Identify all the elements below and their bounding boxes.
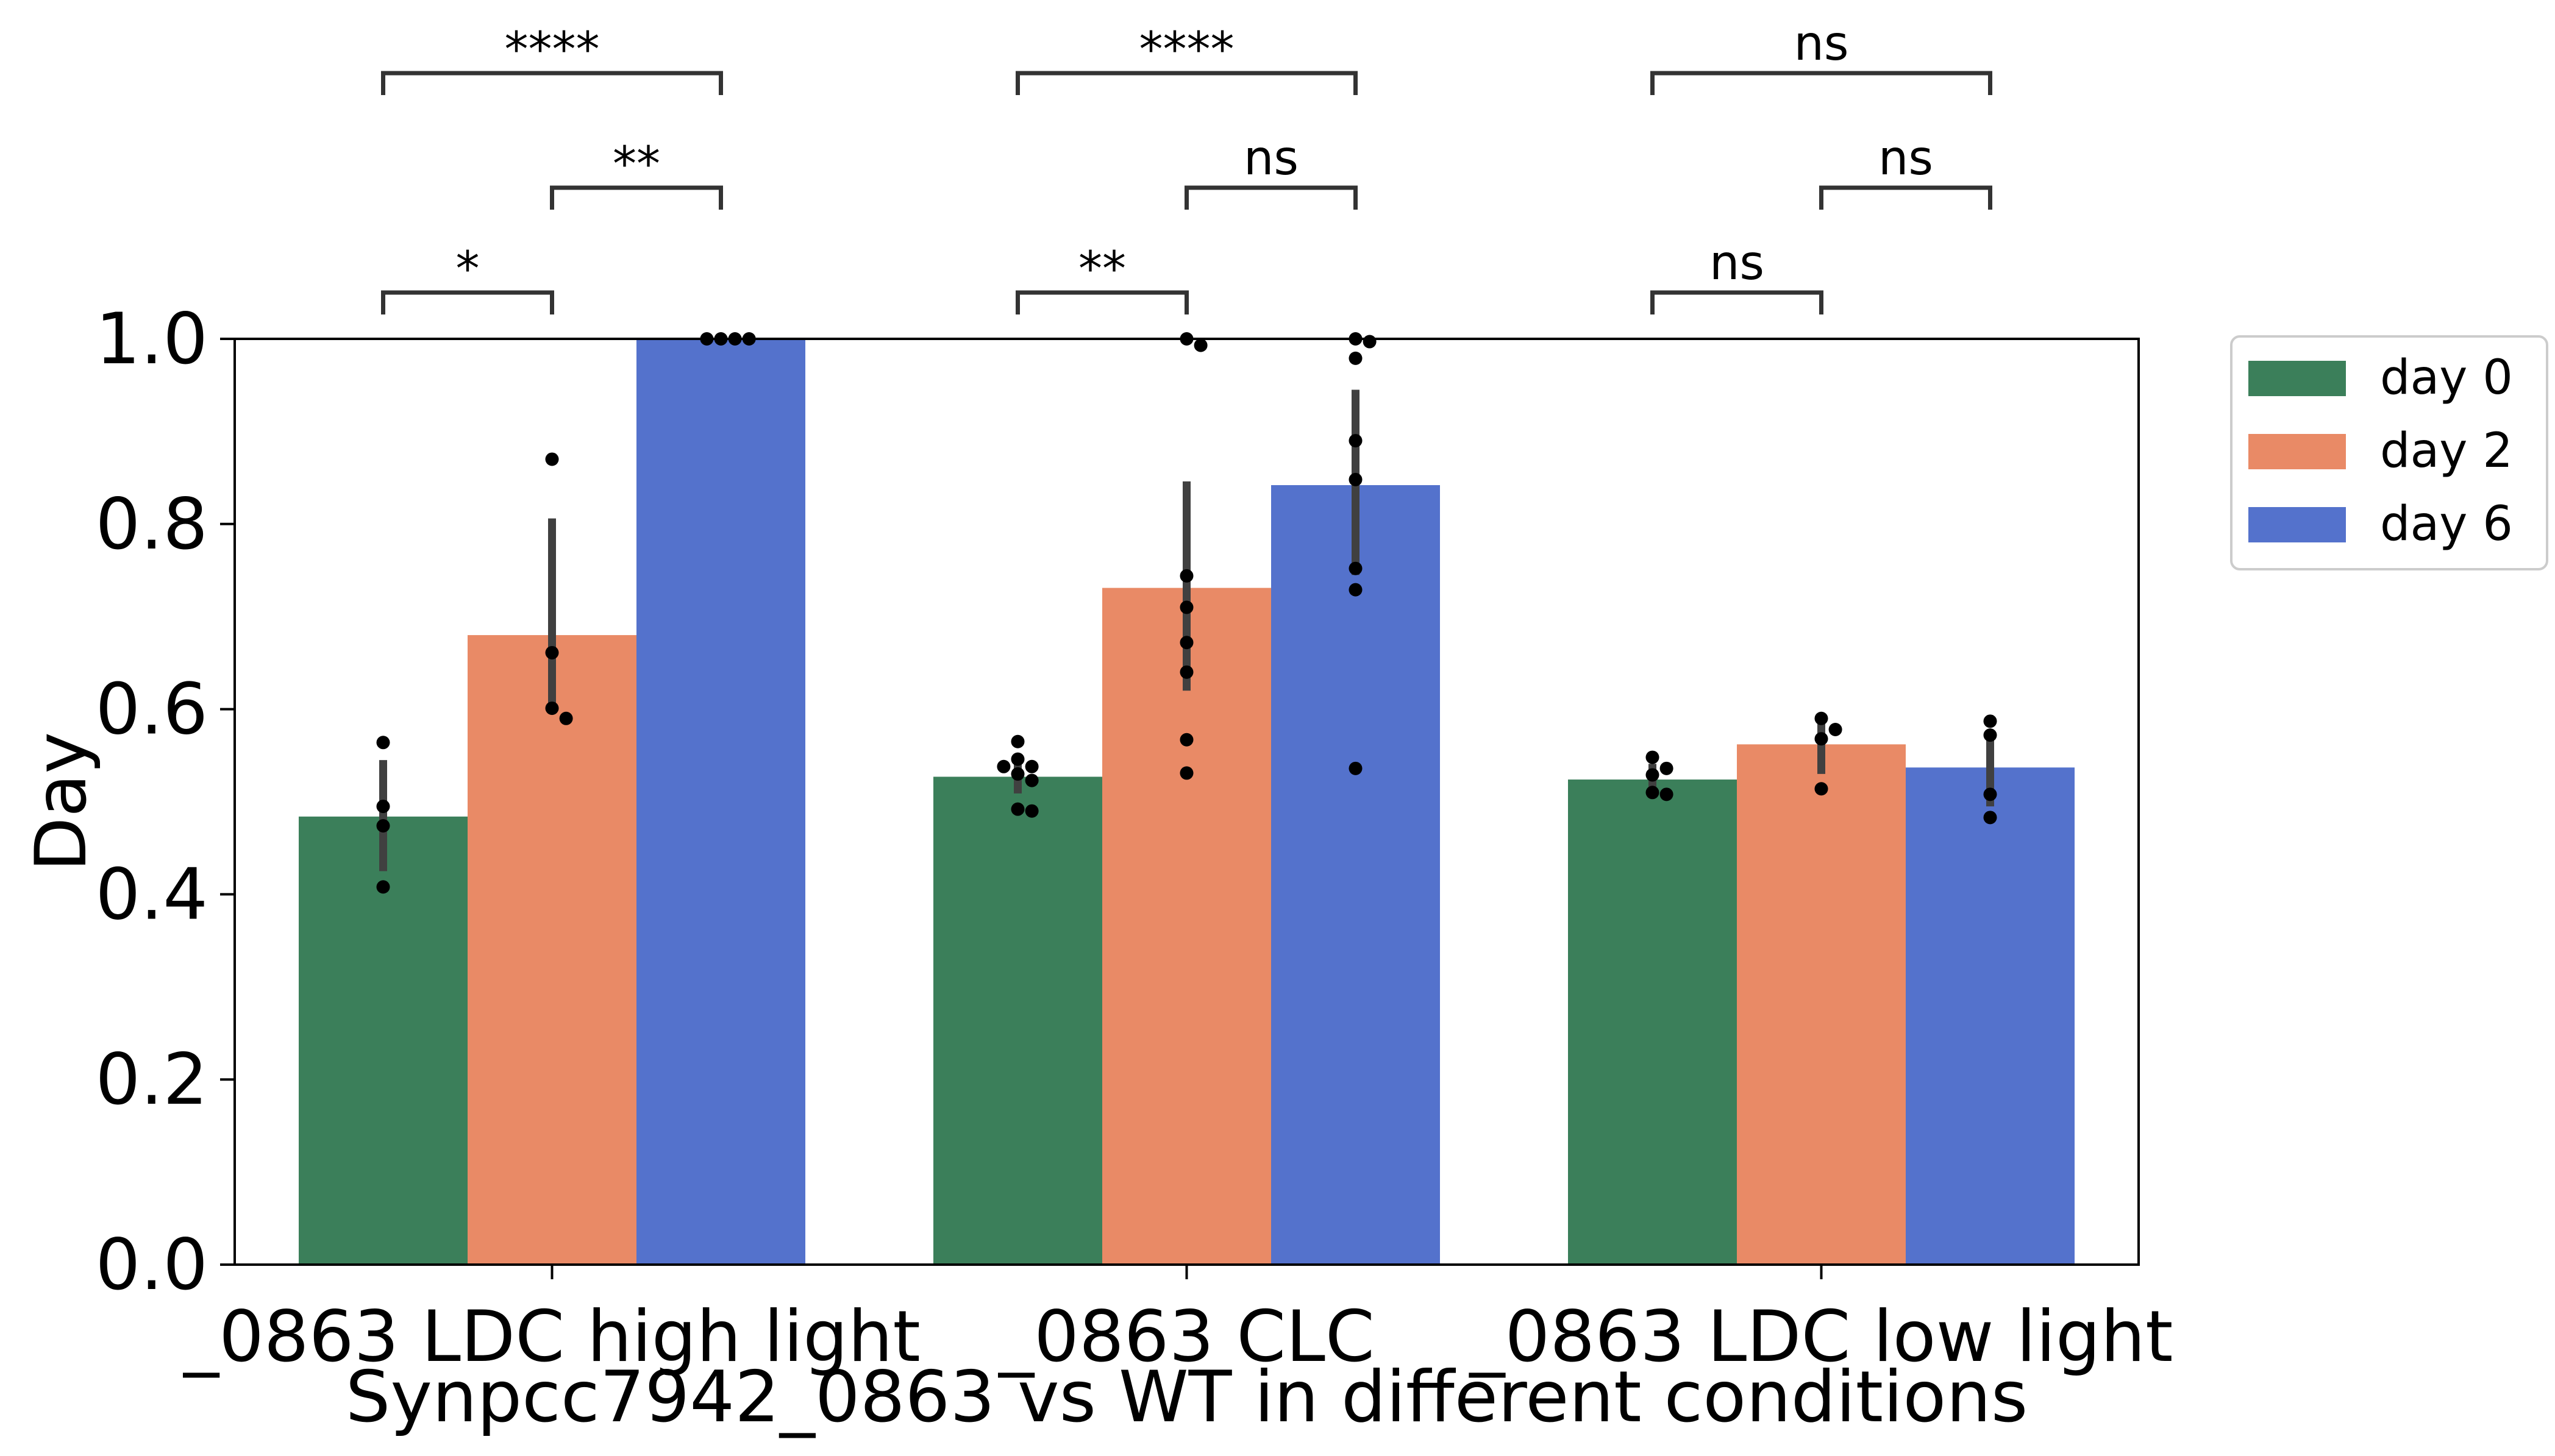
bar-day-0-group-3 [1568, 779, 1737, 1265]
y-tick-label-0.0: 0.0 [96, 1224, 208, 1306]
data-point-day-2-group-3-1 [1814, 711, 1828, 725]
bar-day-6-group-2 [1271, 485, 1440, 1265]
legend-label-day-0: day 0 [2380, 350, 2513, 405]
data-point-day-0-group-3-2 [1659, 761, 1673, 775]
data-point-day-2-group-1-3 [545, 701, 559, 716]
data-point-day-6-group-2-4 [1349, 434, 1363, 448]
bar-day-2-group-1 [468, 635, 636, 1265]
bar-day-6-group-3 [1906, 767, 2075, 1265]
bars-layer [299, 339, 2075, 1265]
data-point-day-0-group-3-1 [1645, 750, 1659, 764]
data-point-day-0-group-2-2 [1011, 752, 1025, 766]
data-point-day-0-group-2-5 [1011, 767, 1025, 781]
legend-label-day-2: day 2 [2380, 424, 2513, 478]
legend-label-day-6: day 6 [2380, 497, 2513, 552]
data-point-day-0-group-2-1 [1011, 734, 1025, 748]
data-point-day-0-group-2-8 [1025, 804, 1039, 818]
bar-day-0-group-2 [933, 776, 1102, 1265]
data-point-day-6-group-2-5 [1349, 472, 1363, 486]
data-point-day-2-group-3-2 [1828, 723, 1842, 737]
data-point-day-2-group-1-1 [545, 452, 559, 466]
significance-label-2: ** [613, 137, 660, 192]
data-point-day-2-group-2-7 [1180, 733, 1194, 747]
data-point-day-2-group-2-5 [1180, 636, 1194, 650]
x-axis-title: Synpcc7942_0863 vs WT in different condi… [346, 1356, 2028, 1438]
significance-bracket-8 [1819, 185, 1992, 210]
data-point-day-2-group-2-2 [1194, 338, 1208, 352]
data-point-day-0-group-2-3 [1025, 759, 1039, 773]
x-tick-label-3: _0863 LDC low light [1469, 1296, 2173, 1378]
y-tick-label-0.4: 0.4 [96, 853, 208, 936]
significance-label-4: ** [1078, 242, 1126, 297]
data-point-day-2-group-3-3 [1814, 732, 1828, 746]
significance-bracket-9 [1650, 71, 1992, 95]
significance-label-9: ns [1794, 16, 1848, 71]
significance-bracket-2 [550, 185, 723, 210]
significance-label-8: ns [1878, 131, 1933, 186]
data-point-day-6-group-3-4 [1983, 811, 1997, 825]
significance-bracket-1 [381, 290, 554, 314]
data-point-day-6-group-3-1 [1983, 714, 1997, 728]
data-point-day-0-group-2-7 [1011, 802, 1025, 816]
y-tick-label-0.8: 0.8 [96, 483, 208, 566]
data-point-day-0-group-2-4 [997, 759, 1011, 773]
data-point-day-2-group-2-4 [1180, 600, 1194, 614]
data-point-day-6-group-2-6 [1349, 561, 1363, 575]
data-point-day-0-group-1-2 [376, 800, 390, 814]
y-tick-label-0.6: 0.6 [96, 669, 208, 751]
data-point-day-2-group-1-4 [559, 711, 573, 725]
data-point-day-2-group-2-3 [1180, 569, 1194, 583]
x-tick-label-2: _0863 CLC [997, 1296, 1375, 1378]
data-point-day-2-group-2-8 [1180, 766, 1194, 780]
bar-day-2-group-2 [1102, 588, 1271, 1265]
data-point-day-0-group-2-6 [1025, 773, 1039, 787]
data-point-day-0-group-1-1 [376, 736, 390, 750]
axes-layer: 0.0 0.2 0.4 0.6 0.8 1.0 _0863 LDC high light _0… [96, 298, 2173, 1378]
data-point-day-6-group-2-3 [1349, 351, 1363, 365]
bar-day-2-group-3 [1737, 744, 1906, 1265]
bar-day-6-group-1 [636, 339, 805, 1265]
significance-label-7: ns [1709, 236, 1764, 291]
data-point-day-0-group-3-5 [1659, 787, 1673, 801]
data-point-day-2-group-1-2 [545, 645, 559, 659]
legend: day 0 day 2 day 6 [2230, 335, 2548, 570]
data-point-day-6-group-3-3 [1983, 787, 1997, 801]
data-point-day-0-group-3-4 [1645, 786, 1659, 800]
y-tick-label-1.0: 1.0 [96, 298, 208, 380]
data-point-day-6-group-3-2 [1983, 728, 1997, 742]
data-point-day-6-group-2-2 [1363, 335, 1377, 349]
x-tick-label-1: _0863 LDC high light [182, 1296, 921, 1378]
significance-bracket-6 [1016, 71, 1358, 95]
data-point-day-2-group-2-6 [1180, 665, 1194, 679]
legend-swatch-day-6 [2248, 507, 2346, 542]
data-point-day-0-group-3-3 [1645, 768, 1659, 782]
significance-bracket-4 [1016, 290, 1189, 314]
data-point-day-6-group-2-7 [1349, 583, 1363, 597]
significance-bracket-5 [1185, 185, 1358, 210]
significance-label-3: **** [505, 23, 600, 77]
data-point-day-0-group-1-4 [376, 880, 390, 894]
significance-bracket-3 [381, 71, 723, 95]
data-point-day-6-group-2-8 [1349, 761, 1363, 775]
significance-bracket-7 [1650, 290, 1823, 314]
significance-label-6: **** [1139, 23, 1235, 77]
y-axis-title: Day [20, 732, 102, 872]
significance-label-1: * [456, 242, 480, 297]
y-tick-label-0.2: 0.2 [96, 1039, 208, 1121]
legend-swatch-day-2 [2248, 434, 2346, 469]
legend-swatch-day-0 [2248, 361, 2346, 396]
significance-label-5: ns [1244, 131, 1299, 186]
data-point-day-2-group-3-4 [1814, 782, 1828, 796]
data-point-day-0-group-1-3 [376, 819, 390, 833]
